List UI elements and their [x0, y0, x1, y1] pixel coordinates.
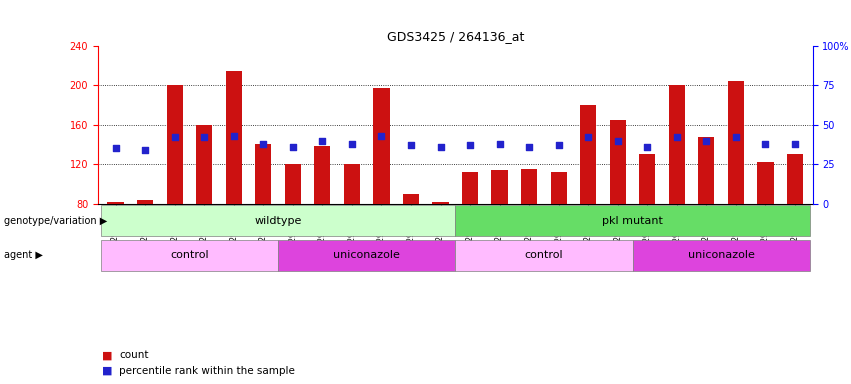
Bar	[403, 194, 419, 204]
Point	[611, 137, 625, 144]
Point	[286, 144, 300, 150]
Bar	[100, 205, 455, 236]
Point	[523, 144, 536, 150]
Point	[316, 137, 329, 144]
Bar	[314, 146, 330, 204]
Point	[729, 134, 743, 141]
Point	[256, 141, 270, 147]
Point	[463, 142, 477, 148]
Bar	[462, 172, 478, 204]
Text: genotype/variation ▶: genotype/variation ▶	[4, 216, 107, 226]
Text: agent ▶: agent ▶	[4, 250, 43, 260]
Bar	[226, 71, 242, 204]
Text: percentile rank within the sample: percentile rank within the sample	[119, 366, 295, 376]
Text: control: control	[524, 250, 563, 260]
Bar	[455, 205, 810, 236]
Point	[670, 134, 683, 141]
Bar	[787, 154, 803, 204]
Point	[434, 144, 448, 150]
Text: ■: ■	[102, 366, 112, 376]
Point	[168, 134, 181, 141]
Bar	[632, 240, 810, 271]
Text: count: count	[119, 350, 149, 360]
Point	[581, 134, 595, 141]
Text: pkl mutant: pkl mutant	[602, 216, 663, 226]
Point	[227, 133, 241, 139]
Bar	[100, 240, 278, 271]
Point	[700, 137, 713, 144]
Point	[758, 141, 772, 147]
Bar	[639, 154, 655, 204]
Point	[641, 144, 654, 150]
Bar	[167, 86, 183, 204]
Point	[109, 146, 123, 152]
Point	[493, 141, 506, 147]
Point	[374, 133, 388, 139]
Bar	[196, 125, 213, 204]
Bar	[455, 240, 632, 271]
Text: wildtype: wildtype	[254, 216, 302, 226]
Text: ■: ■	[102, 350, 112, 360]
Bar	[137, 200, 153, 204]
Point	[788, 141, 802, 147]
Bar	[344, 164, 360, 204]
Point	[197, 134, 211, 141]
Bar	[580, 105, 597, 204]
Bar	[432, 202, 448, 204]
Bar	[492, 170, 508, 204]
Bar	[698, 137, 715, 204]
Title: GDS3425 / 264136_at: GDS3425 / 264136_at	[386, 30, 524, 43]
Point	[404, 142, 418, 148]
Bar	[107, 202, 123, 204]
Bar	[728, 81, 744, 204]
Bar	[521, 169, 537, 204]
Bar	[551, 172, 567, 204]
Bar	[285, 164, 301, 204]
Bar	[609, 120, 625, 204]
Text: control: control	[170, 250, 208, 260]
Text: uniconazole: uniconazole	[334, 250, 400, 260]
Point	[139, 147, 152, 153]
Point	[551, 142, 565, 148]
Bar	[278, 240, 455, 271]
Bar	[757, 162, 774, 204]
Bar	[669, 86, 685, 204]
Point	[346, 141, 359, 147]
Bar	[255, 144, 271, 204]
Bar	[374, 88, 390, 204]
Text: uniconazole: uniconazole	[688, 250, 755, 260]
